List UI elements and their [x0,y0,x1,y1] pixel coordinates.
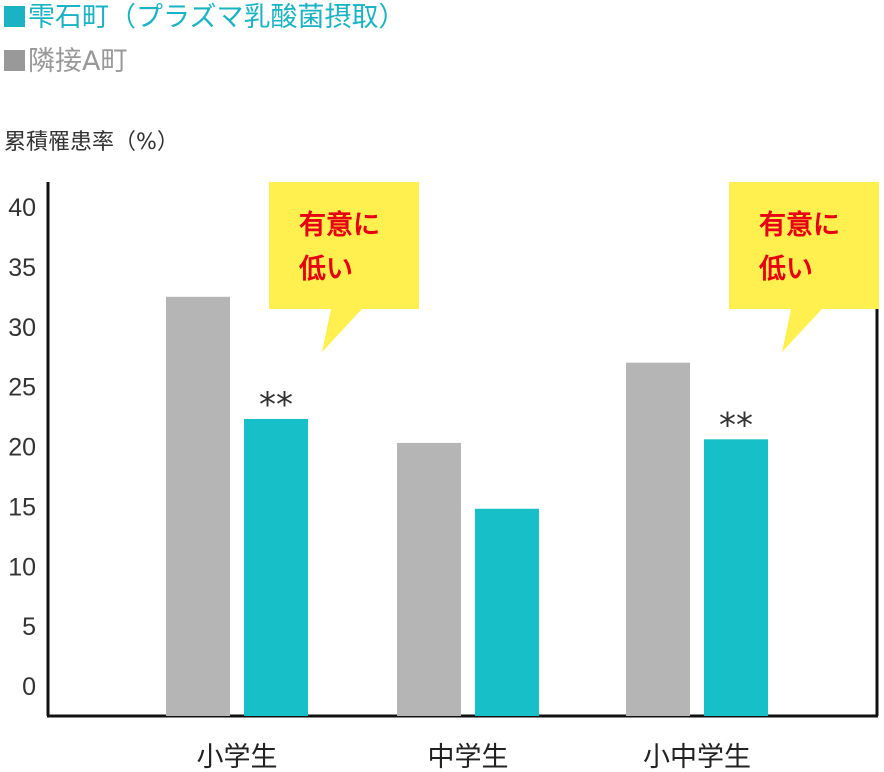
y-tick-label: 0 [22,673,36,701]
y-tick-label: 35 [8,254,36,282]
legend-item-neighbor-town: 隣接A町 [4,46,127,78]
y-tick-label: 40 [8,194,36,222]
legend-label-shizukuishi: 雫石町（プラズマ乳酸菌摂取） [28,2,406,33]
callout-bubble [269,182,419,352]
bar-shizukuishi [475,508,539,716]
y-tick-label: 30 [8,314,36,342]
y-tick-label: 10 [8,553,36,581]
significance-mark: ** [719,405,753,445]
callout-text: 低い [758,254,813,285]
y-tick-label: 20 [8,434,36,462]
bar-neighbor-town [397,442,461,716]
legend-swatch-neighbor-town [4,50,25,71]
y-tick-label: 5 [22,613,36,641]
y-tick-label: 25 [8,374,36,402]
legend-item-shizukuishi: 雫石町（プラズマ乳酸菌摂取） [4,2,405,34]
x-tick-label: 小中学生 [643,742,751,772]
callout-text: 有意に [759,209,840,241]
legend-label-neighbor-town: 隣接A町 [28,46,128,77]
bar-neighbor-town [166,296,230,716]
callout-bubble [729,182,879,352]
significance-mark: ** [259,385,293,425]
y-tick-label: 15 [8,493,36,521]
callout-text: 有意に [299,209,380,241]
bar-shizukuishi [244,418,308,716]
bar-neighbor-town [626,362,690,716]
x-tick-label: 中学生 [428,742,509,772]
callout-text: 低い [298,254,353,285]
bar-shizukuishi [704,439,768,716]
legend-swatch-shizukuishi [4,6,25,27]
x-tick-label: 小学生 [197,742,278,772]
y-axis-label: 累積罹患率（%） [4,130,179,155]
